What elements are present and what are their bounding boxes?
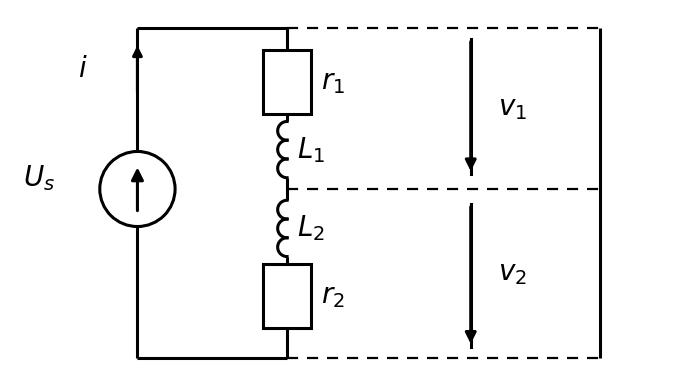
Bar (263, 264, 311, 328)
Text: $i$: $i$ (79, 55, 88, 83)
Text: $L_2$: $L_2$ (297, 214, 325, 243)
Text: $v_2$: $v_2$ (498, 259, 527, 287)
Text: $r_1$: $r_1$ (321, 68, 345, 96)
Circle shape (100, 152, 175, 226)
Text: $r_2$: $r_2$ (321, 282, 345, 310)
Text: $L_1$: $L_1$ (297, 135, 325, 164)
Text: $U_s$: $U_s$ (23, 163, 55, 193)
Text: $v_1$: $v_1$ (498, 94, 527, 122)
Bar (263, 50, 311, 114)
